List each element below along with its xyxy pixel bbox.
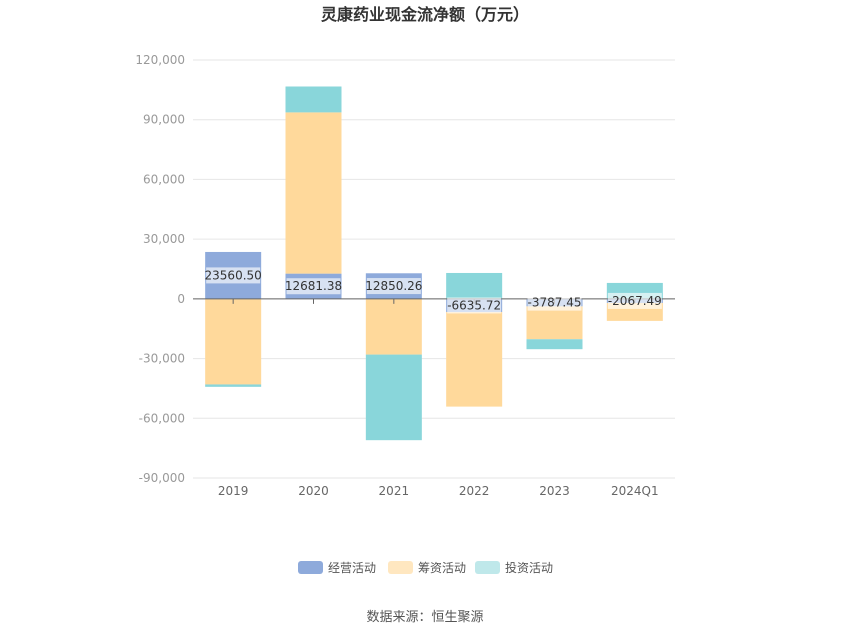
data-label-bg — [447, 297, 502, 314]
data-label-2023: -3787.45 — [528, 296, 582, 310]
y-tick-label: -30,000 — [139, 352, 185, 366]
legend-swatch-0[interactable] — [298, 561, 323, 574]
y-tick-label: 120,000 — [135, 53, 185, 67]
bar-2019-series-1 — [205, 298, 262, 385]
chart-title: 灵康药业现金流净额（万元） — [321, 5, 529, 24]
data-label-bg — [206, 267, 261, 284]
x-axis-ticks: 2019 2020 2021 2022 2023 2024Q1 — [218, 484, 659, 498]
data-label-2021: 12850.26 — [365, 279, 422, 293]
bar-2021-series-2 — [365, 354, 422, 441]
bar-2023-series-2 — [526, 339, 583, 350]
data-label-bg — [366, 278, 421, 295]
data-source-note: 数据来源：恒生聚源 — [366, 610, 483, 625]
x-tick-label: 2020 — [298, 484, 329, 498]
data-labels: 23560.50 12681.38 12850.26 -6635.72 -3787.45… — [205, 267, 662, 314]
data-label-2019: 23560.50 — [205, 268, 262, 282]
y-tick-label: 0 — [177, 292, 185, 306]
data-label-2024Q1: -2067.49 — [608, 294, 662, 308]
bars — [205, 86, 663, 441]
y-tick-label: 30,000 — [143, 232, 185, 246]
bar-2023-series-1 — [526, 306, 583, 340]
x-tick-label: 2024Q1 — [611, 484, 659, 498]
bar-2022-series-2 — [446, 272, 503, 299]
x-tick-label: 2022 — [459, 484, 490, 498]
data-label-2022: -6635.72 — [447, 298, 501, 312]
data-label-2020: 12681.38 — [285, 279, 342, 293]
bar-2022-series-1 — [446, 312, 503, 407]
legend-label-1[interactable]: 筹资活动 — [418, 561, 466, 575]
data-label-bg — [607, 292, 662, 309]
data-label-bg — [527, 294, 582, 311]
legend-label-2[interactable]: 投资活动 — [505, 560, 553, 575]
y-tick-label: 60,000 — [143, 172, 185, 186]
y-tick-label: -90,000 — [139, 471, 185, 485]
data-label-bg — [286, 278, 341, 295]
bar-2020-series-2 — [285, 86, 342, 113]
y-tick-label: 90,000 — [143, 113, 185, 127]
legend-swatch-2[interactable] — [475, 561, 500, 574]
legend-swatch-1[interactable] — [388, 561, 413, 574]
x-tick-label: 2021 — [379, 484, 410, 498]
y-tick-label: -60,000 — [139, 411, 185, 425]
legend-label-0[interactable]: 经营活动 — [328, 561, 376, 575]
bar-2021-series-1 — [365, 298, 422, 355]
bar-2019-series-2 — [205, 384, 262, 387]
grid-lines — [193, 59, 675, 479]
y-axis-ticks: 120,000 90,000 60,000 30,000 0 -30,000 -60,000… — [135, 53, 185, 485]
x-tick-label: 2019 — [218, 484, 249, 498]
bar-2020-series-1 — [285, 112, 342, 274]
x-tick-label: 2023 — [539, 484, 570, 498]
zero-axis — [193, 298, 675, 304]
legend: 经营活动 筹资活动 投资活动 — [298, 560, 553, 575]
